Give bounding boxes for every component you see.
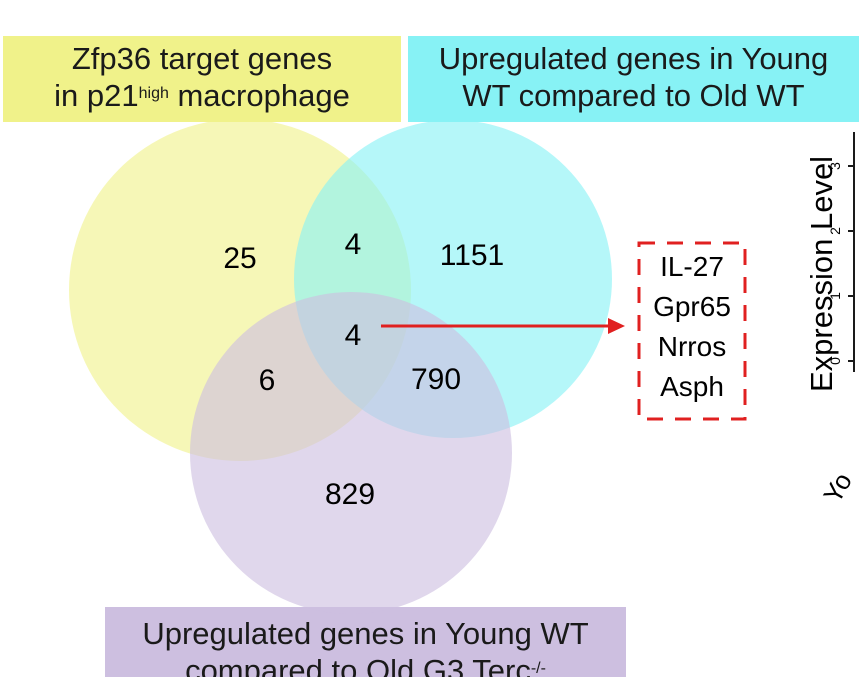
side-axis-tick-3: 3 [827,162,843,170]
gene-item-2: Gpr65 [653,291,731,322]
count-only-c: 829 [325,478,375,511]
count-a-c: 6 [259,364,276,397]
set-a-title-line1: Zfp36 target genes [71,41,333,76]
side-axis-tick-2: 2 [827,227,843,235]
gene-item-3: Nrros [658,331,726,362]
count-a-b-c: 4 [345,319,362,352]
gene-item-1: IL-27 [660,251,724,282]
side-axis-label: Expression Level [804,156,839,392]
count-b-c: 790 [411,363,461,396]
set-c-circle [190,292,512,614]
set-b-title-line2: WT compared to Old WT [462,78,805,113]
gene-list-box [637,241,747,421]
count-only-a: 25 [223,242,256,275]
side-axis-tick-1: 1 [827,292,843,300]
count-only-b: 1151 [440,239,505,272]
count-a-b: 4 [345,228,362,261]
side-chart-fragment: Yo [817,468,858,508]
set-c-title-line1: Upregulated genes in Young WT [142,616,589,651]
set-b-title-line1: Upregulated genes in Young [438,41,829,76]
set-b-title: Upregulated genes in Young WT compared t… [408,36,859,122]
set-a-title-line2: in p21high macrophage [54,78,350,113]
gene-item-4: Asph [660,371,724,402]
set-a-title: Zfp36 target genes in p21high macrophage [3,36,401,122]
side-axis-tick-0: 0 [827,357,843,365]
arrow-head [608,318,625,334]
